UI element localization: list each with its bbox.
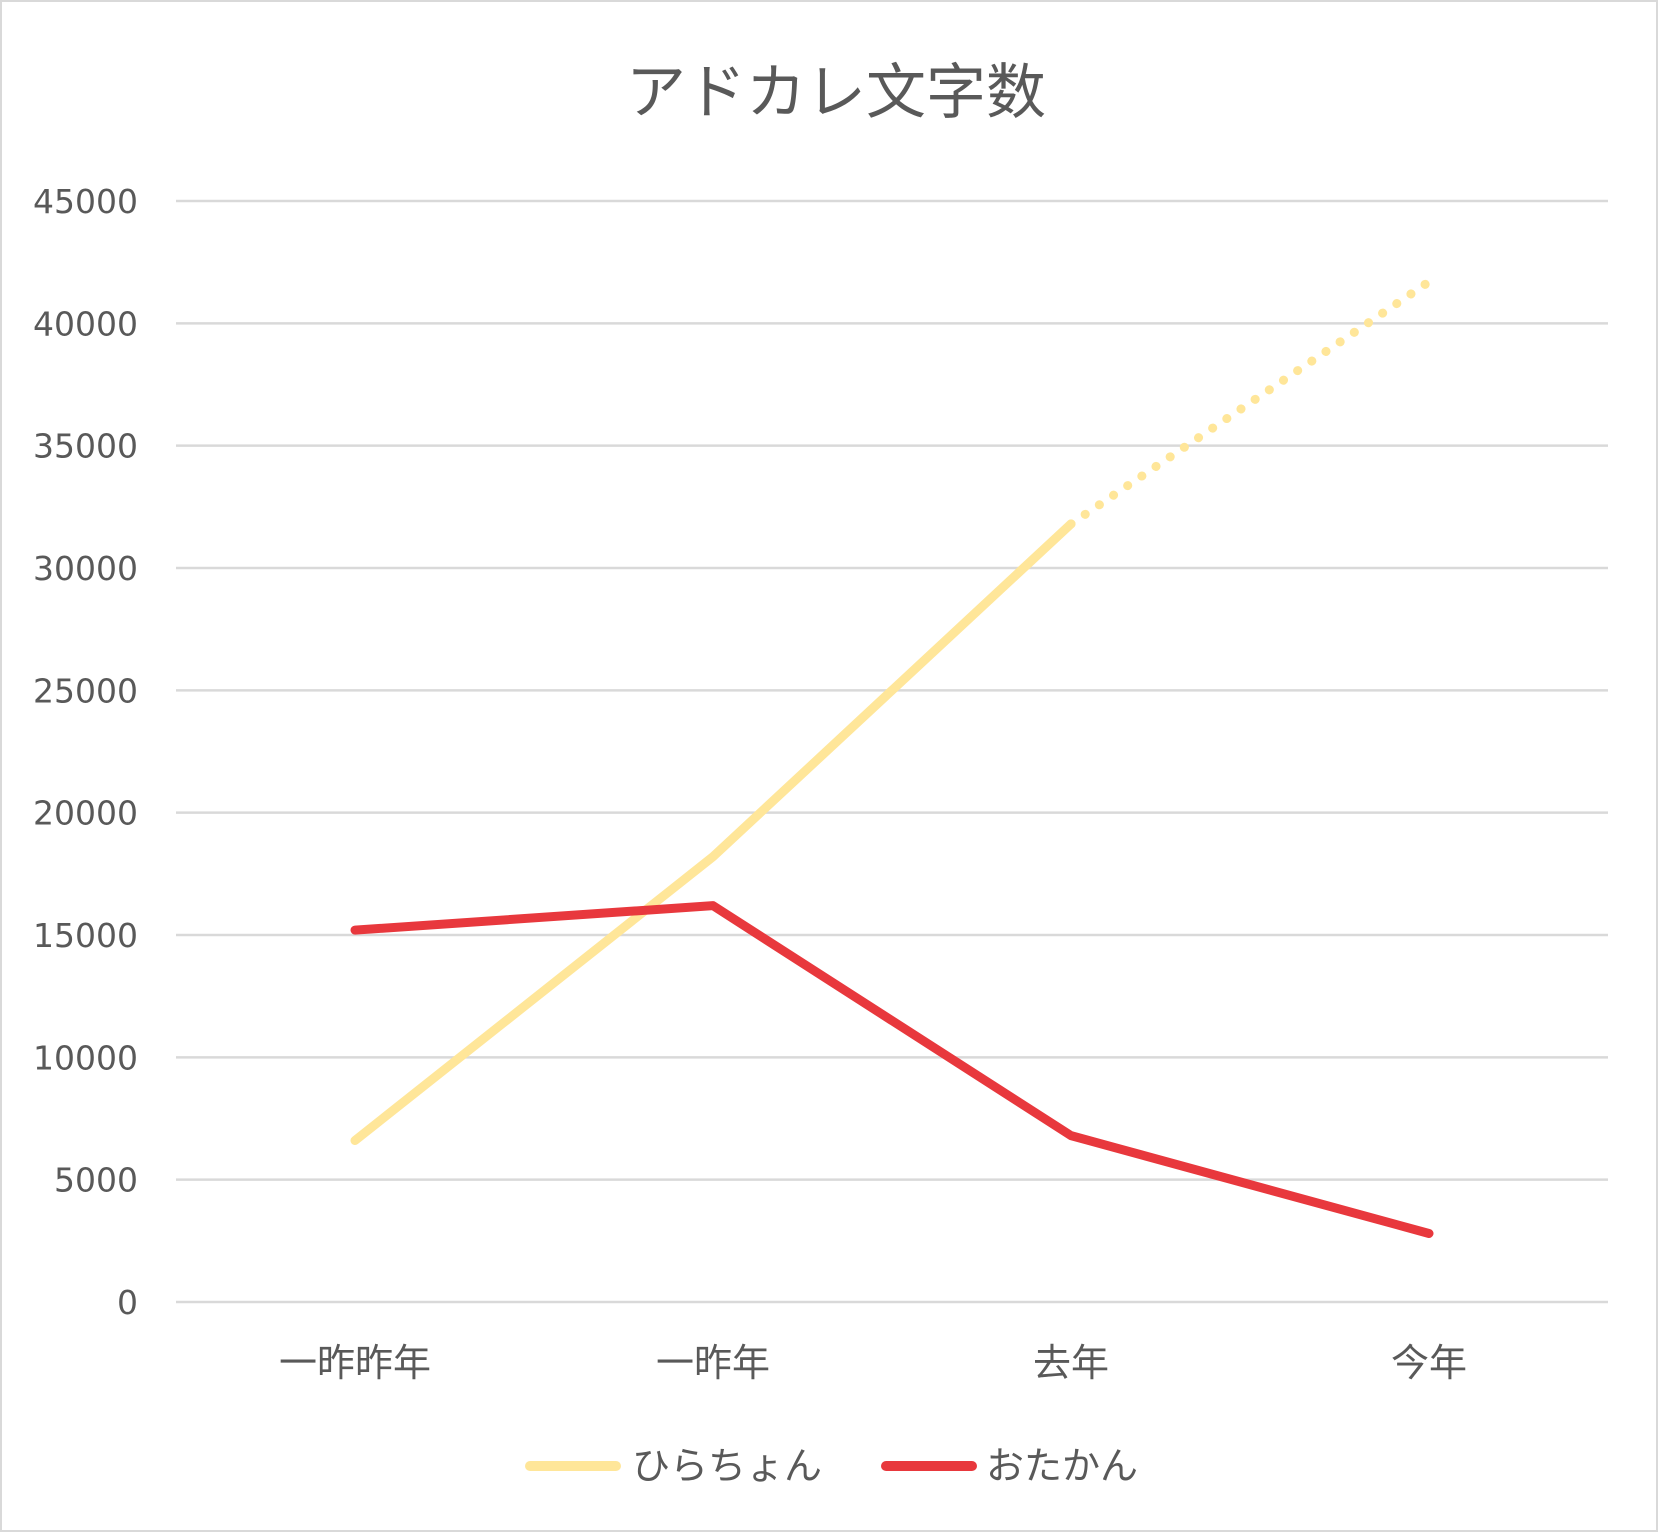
y-tick-label: 25000 <box>33 671 138 710</box>
y-tick-label: 20000 <box>33 794 138 833</box>
y-tick-label: 5000 <box>54 1161 138 1200</box>
x-category-label: 一昨昨年 <box>279 1341 431 1385</box>
x-category-label: 去年 <box>1033 1341 1109 1385</box>
y-tick-label: 40000 <box>33 304 138 343</box>
y-tick-label: 45000 <box>33 182 138 221</box>
y-tick-label: 35000 <box>33 427 138 466</box>
chart-title: アドカレ文字数 <box>626 58 1046 128</box>
x-category-label: 一昨年 <box>656 1341 770 1385</box>
y-tick-label: 10000 <box>33 1038 138 1077</box>
x-category-label: 今年 <box>1391 1341 1467 1385</box>
y-axis-tick-labels: 0 5000 10000 15000 20000 25000 30000 35000 40000… <box>33 182 138 1322</box>
x-axis-category-labels: 一昨昨年 一昨年 去年 今年 <box>279 1341 1467 1385</box>
legend: ひらちょん おたかん <box>530 1444 1138 1488</box>
y-tick-label: 30000 <box>33 549 138 588</box>
series-line-2 <box>355 906 1429 1234</box>
series-lines <box>355 282 1429 1234</box>
series-line-1 <box>355 524 1071 1141</box>
y-tick-label: 15000 <box>33 916 138 955</box>
gridlines <box>176 201 1608 1302</box>
series-projection-1 <box>1071 282 1429 524</box>
y-tick-label: 0 <box>117 1283 138 1322</box>
legend-label: おたかん <box>986 1444 1138 1488</box>
legend-label: ひらちょん <box>632 1444 822 1488</box>
